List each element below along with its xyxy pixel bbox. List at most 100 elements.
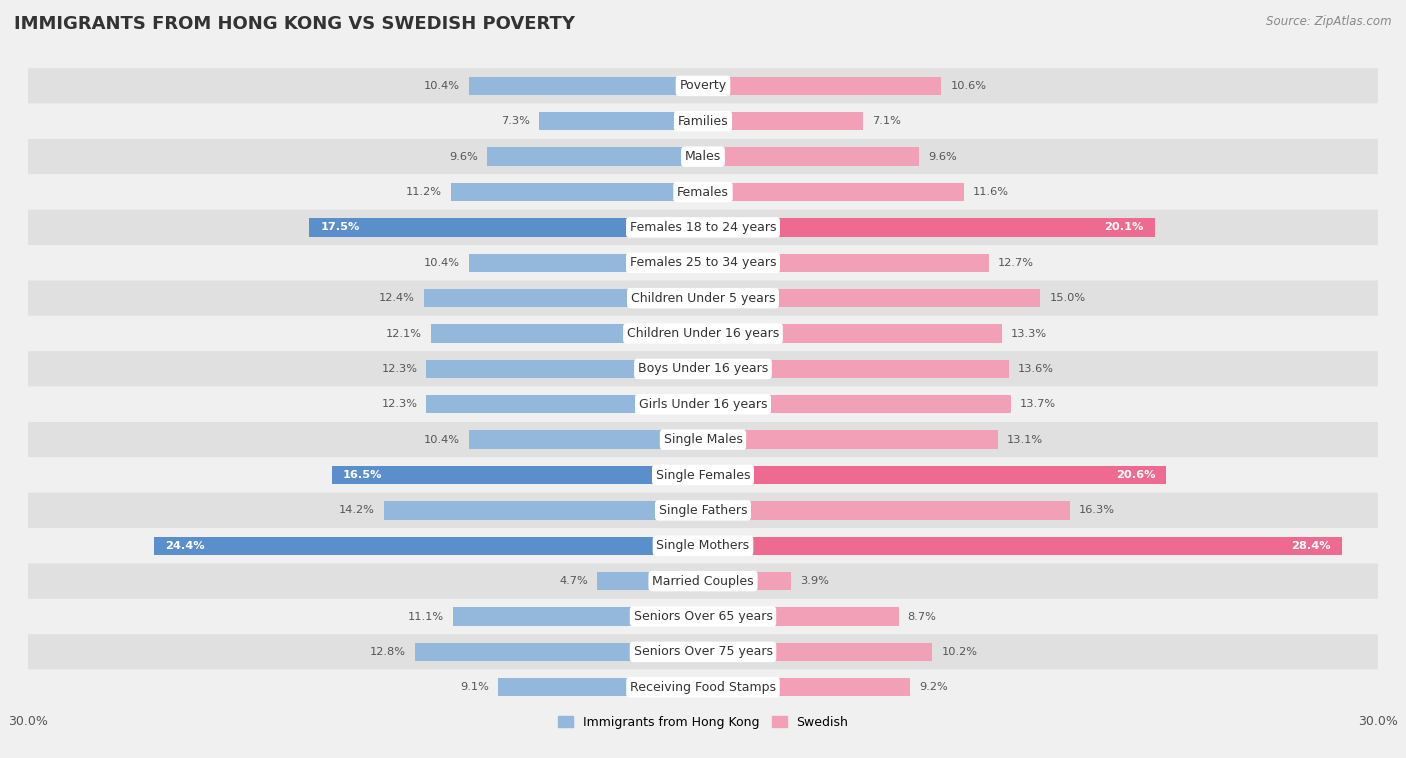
Bar (426, 395, 703, 413)
Text: Families: Families (678, 114, 728, 128)
FancyBboxPatch shape (28, 316, 1378, 351)
Text: 3.9%: 3.9% (800, 576, 828, 586)
Bar (703, 678, 910, 697)
Text: Females: Females (678, 186, 728, 199)
Text: Children Under 5 years: Children Under 5 years (631, 292, 775, 305)
Text: 12.8%: 12.8% (370, 647, 406, 657)
Text: 4.7%: 4.7% (560, 576, 588, 586)
Text: 12.4%: 12.4% (380, 293, 415, 303)
Bar (598, 572, 703, 590)
Text: Poverty: Poverty (679, 80, 727, 92)
FancyBboxPatch shape (28, 528, 1378, 563)
Text: Source: ZipAtlas.com: Source: ZipAtlas.com (1267, 15, 1392, 28)
Bar (451, 183, 703, 201)
Bar (703, 324, 1002, 343)
Bar (703, 643, 932, 661)
FancyBboxPatch shape (28, 493, 1378, 528)
Bar (538, 112, 703, 130)
Text: Females 25 to 34 years: Females 25 to 34 years (630, 256, 776, 269)
Text: 12.3%: 12.3% (381, 364, 418, 374)
Text: 12.1%: 12.1% (385, 328, 422, 339)
Text: Seniors Over 65 years: Seniors Over 65 years (634, 610, 772, 623)
Bar (703, 360, 1010, 378)
Bar (470, 77, 703, 95)
Text: Single Females: Single Females (655, 468, 751, 481)
Text: 14.2%: 14.2% (339, 506, 374, 515)
Bar (470, 431, 703, 449)
Bar (703, 148, 920, 166)
Bar (703, 218, 1156, 236)
FancyBboxPatch shape (28, 68, 1378, 104)
Text: 8.7%: 8.7% (908, 612, 936, 622)
Bar (703, 572, 790, 590)
Text: Receiving Food Stamps: Receiving Food Stamps (630, 681, 776, 694)
FancyBboxPatch shape (28, 245, 1378, 280)
Bar (498, 678, 703, 697)
Text: Girls Under 16 years: Girls Under 16 years (638, 398, 768, 411)
Bar (332, 466, 703, 484)
Text: 9.6%: 9.6% (928, 152, 956, 161)
Bar (155, 537, 703, 555)
Text: 13.7%: 13.7% (1021, 399, 1056, 409)
FancyBboxPatch shape (28, 457, 1378, 493)
Text: 11.2%: 11.2% (406, 187, 441, 197)
Text: IMMIGRANTS FROM HONG KONG VS SWEDISH POVERTY: IMMIGRANTS FROM HONG KONG VS SWEDISH POV… (14, 15, 575, 33)
Text: Females 18 to 24 years: Females 18 to 24 years (630, 221, 776, 234)
FancyBboxPatch shape (28, 351, 1378, 387)
Bar (415, 643, 703, 661)
Bar (470, 254, 703, 272)
FancyBboxPatch shape (28, 563, 1378, 599)
Bar (309, 218, 703, 236)
Text: 10.4%: 10.4% (425, 434, 460, 445)
FancyBboxPatch shape (28, 387, 1378, 422)
Text: Seniors Over 75 years: Seniors Over 75 years (634, 645, 772, 659)
Text: Males: Males (685, 150, 721, 163)
Text: Single Males: Single Males (664, 433, 742, 446)
Bar (384, 501, 703, 519)
FancyBboxPatch shape (28, 280, 1378, 316)
Text: 9.1%: 9.1% (460, 682, 489, 692)
Text: 12.7%: 12.7% (998, 258, 1033, 268)
Text: 7.3%: 7.3% (501, 116, 530, 127)
Bar (703, 254, 988, 272)
Text: 11.6%: 11.6% (973, 187, 1010, 197)
FancyBboxPatch shape (28, 104, 1378, 139)
Bar (425, 289, 703, 307)
Text: Children Under 16 years: Children Under 16 years (627, 327, 779, 340)
Bar (703, 537, 1341, 555)
FancyBboxPatch shape (28, 634, 1378, 669)
Text: 15.0%: 15.0% (1049, 293, 1085, 303)
Text: 24.4%: 24.4% (166, 540, 205, 551)
Text: Boys Under 16 years: Boys Under 16 years (638, 362, 768, 375)
FancyBboxPatch shape (28, 422, 1378, 457)
Text: 17.5%: 17.5% (321, 222, 360, 233)
FancyBboxPatch shape (28, 669, 1378, 705)
Bar (703, 183, 965, 201)
Bar (703, 395, 1011, 413)
FancyBboxPatch shape (28, 599, 1378, 634)
Bar (486, 148, 703, 166)
Text: 16.3%: 16.3% (1078, 506, 1115, 515)
Text: Married Couples: Married Couples (652, 575, 754, 587)
Text: 20.1%: 20.1% (1105, 222, 1144, 233)
Text: Single Mothers: Single Mothers (657, 539, 749, 553)
Text: 9.6%: 9.6% (450, 152, 478, 161)
Text: 12.3%: 12.3% (381, 399, 418, 409)
Bar (703, 77, 942, 95)
Bar (703, 289, 1040, 307)
FancyBboxPatch shape (28, 174, 1378, 210)
Text: 16.5%: 16.5% (343, 470, 382, 480)
Text: 7.1%: 7.1% (872, 116, 901, 127)
Bar (703, 431, 998, 449)
Bar (703, 466, 1167, 484)
Text: 20.6%: 20.6% (1116, 470, 1156, 480)
Bar (703, 501, 1070, 519)
Text: Single Fathers: Single Fathers (659, 504, 747, 517)
FancyBboxPatch shape (28, 210, 1378, 245)
Bar (430, 324, 703, 343)
Text: 10.4%: 10.4% (425, 258, 460, 268)
Bar (703, 112, 863, 130)
Text: 10.2%: 10.2% (942, 647, 977, 657)
Text: 13.3%: 13.3% (1011, 328, 1047, 339)
Bar (426, 360, 703, 378)
